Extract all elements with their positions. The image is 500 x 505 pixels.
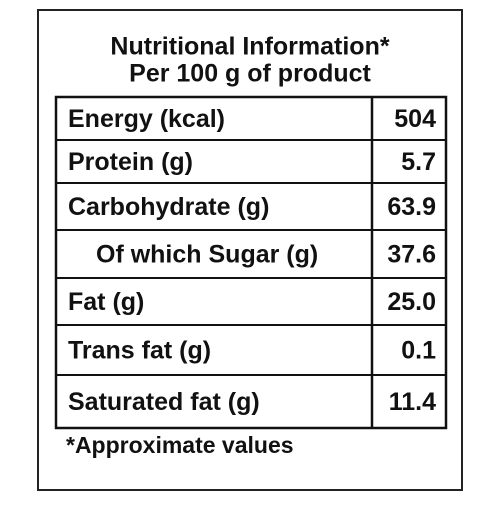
table-border bbox=[54, 95, 448, 430]
footnote: *Approximate values bbox=[66, 432, 294, 458]
title: Nutritional Information* bbox=[110, 33, 389, 61]
subtitle: Per 100 g of product bbox=[129, 60, 371, 88]
nutrient-value: 504 bbox=[394, 105, 436, 133]
nutrient-value: 63.9 bbox=[387, 193, 436, 221]
nutrient-name: Carbohydrate (g) bbox=[68, 193, 269, 221]
nutrient-name: Saturated fat (g) bbox=[68, 388, 260, 416]
nutrient-value: 0.1 bbox=[401, 337, 436, 365]
nutrient-name: Energy (kcal) bbox=[68, 105, 225, 133]
nutrient-name: Fat (g) bbox=[68, 288, 144, 316]
nutrient-value: 5.7 bbox=[401, 148, 436, 176]
nutrient-value: 37.6 bbox=[387, 241, 436, 269]
outer-border bbox=[37, 9, 463, 491]
nutrient-name: Trans fat (g) bbox=[68, 337, 211, 365]
nutrient-name: Protein (g) bbox=[68, 148, 193, 176]
nutrient-value: 11.4 bbox=[389, 388, 436, 416]
nutrition-table: Energy (kcal) 504 Protein (g) 5.7 Carbohydra… bbox=[54, 95, 448, 430]
nutrient-value: 25.0 bbox=[387, 288, 436, 316]
nutrient-name: Of which Sugar (g) bbox=[96, 241, 318, 269]
